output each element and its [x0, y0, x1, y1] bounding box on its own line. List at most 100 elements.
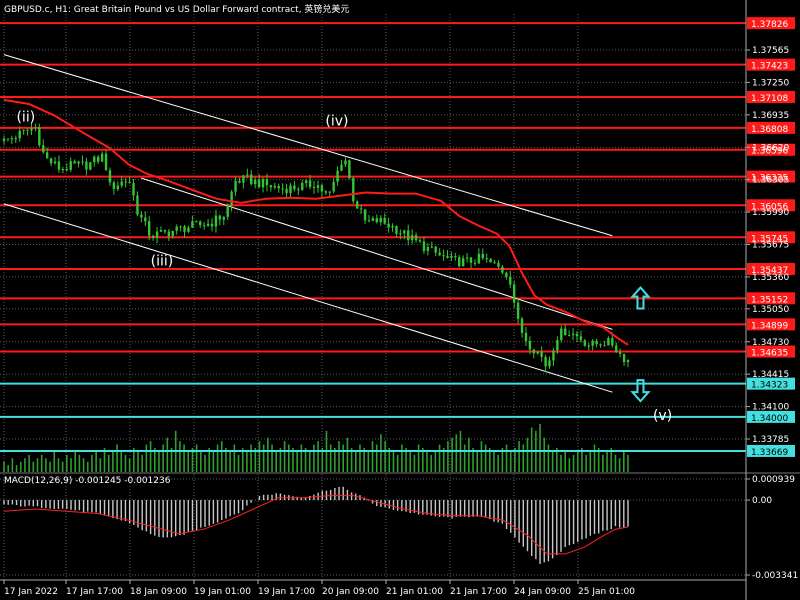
- candle-body: [112, 182, 116, 190]
- price-level-label: 1.35437: [751, 266, 788, 276]
- arrow-down-icon: [630, 379, 651, 403]
- candle-body: [293, 185, 296, 190]
- candle-body: [430, 246, 433, 248]
- price-level-label: 1.37826: [751, 20, 788, 30]
- annotation-layer: (ii) (iv) (iii) (v): [16, 110, 672, 424]
- price-level-label: 1.33669: [751, 448, 788, 458]
- candle-body: [316, 185, 320, 188]
- price-level-label: 1.36596: [751, 147, 788, 157]
- candle-body: [458, 257, 461, 267]
- candle-body: [269, 185, 273, 188]
- candle-body: [132, 182, 135, 196]
- x-tick-label: 17 Jan 17:00: [66, 587, 123, 597]
- candle-body: [403, 230, 406, 234]
- candle-body: [301, 182, 304, 190]
- candle-body: [407, 230, 410, 241]
- candle-body: [89, 162, 92, 170]
- candle-body: [395, 225, 398, 234]
- candle-body: [359, 208, 363, 210]
- candle-body: [383, 217, 386, 224]
- candle-body: [2, 138, 6, 142]
- candle-body: [328, 191, 331, 193]
- candle-body: [618, 352, 622, 354]
- candle-body: [53, 161, 57, 164]
- x-tick-label: 20 Jan 09:00: [322, 587, 379, 597]
- macd-y-tick-label: -0.003341: [752, 571, 798, 581]
- candle-body: [242, 175, 245, 183]
- x-tick-label: 21 Jan 17:00: [450, 587, 507, 597]
- candle-body: [450, 255, 453, 258]
- candle-body: [85, 161, 88, 170]
- macd-title: MACD(12,26,9) -0.001245 -0.001236: [4, 476, 171, 486]
- candle-body: [77, 161, 80, 164]
- candle-body: [155, 231, 159, 238]
- candle-body: [422, 241, 426, 251]
- candle-body: [434, 246, 437, 253]
- candle-body: [595, 340, 598, 345]
- candle-body: [567, 335, 571, 337]
- trend-channel: [3, 54, 613, 393]
- candle-body: [108, 170, 112, 183]
- candle-body: [497, 262, 500, 267]
- price-level-tag: [747, 444, 795, 457]
- candle-body: [238, 180, 241, 183]
- candle-body: [14, 138, 17, 140]
- channel-mid-line: [141, 177, 613, 330]
- candle-body: [26, 129, 29, 131]
- candle-body: [332, 181, 335, 192]
- candle-body: [532, 349, 536, 354]
- y-tick-label: 1.36305: [752, 176, 789, 186]
- candle-body: [308, 180, 312, 187]
- candle-body: [136, 195, 139, 215]
- candle-body: [289, 185, 292, 194]
- x-tick-label: 24 Jan 09:00: [514, 587, 571, 597]
- candle-body: [187, 227, 190, 232]
- candle-body: [202, 225, 206, 227]
- price-level-tag: [747, 231, 795, 244]
- candle-body: [356, 201, 359, 209]
- candle-body: [57, 161, 61, 170]
- candle-body: [477, 253, 481, 264]
- candle-body: [509, 276, 512, 285]
- candle-body: [10, 138, 14, 140]
- candle-body: [100, 153, 104, 162]
- price-level-tag: [747, 58, 795, 71]
- candle-body: [379, 217, 382, 223]
- candle-body: [234, 180, 237, 192]
- candle-body: [148, 221, 151, 236]
- wave-label: (v): [653, 408, 672, 424]
- price-level-label: 1.36335: [751, 174, 788, 184]
- candle-body: [171, 230, 174, 237]
- candle-body: [179, 226, 182, 228]
- price-level-tag: [747, 121, 795, 134]
- candle-body: [297, 189, 300, 191]
- candles-layer: [2, 122, 630, 373]
- price-level-label: 1.34899: [751, 321, 788, 331]
- wave-label: (ii): [16, 110, 35, 126]
- x-tick-label: 19 Jan 17:00: [258, 587, 315, 597]
- candle-body: [6, 138, 10, 140]
- candle-body: [607, 338, 610, 346]
- price-level-label: 1.35745: [751, 234, 788, 244]
- candle-body: [206, 223, 210, 226]
- y-tick-label: 1.34100: [752, 403, 789, 413]
- candle-body: [501, 266, 504, 273]
- candle-body: [446, 256, 449, 258]
- candle-body: [120, 181, 123, 186]
- candle-body: [615, 345, 618, 353]
- candle-body: [575, 333, 579, 337]
- candle-body: [49, 158, 53, 164]
- candle-body: [226, 205, 229, 217]
- price-level-tag: [747, 377, 795, 390]
- macd-y-tick-label: 0.000939: [752, 475, 795, 485]
- candle-body: [352, 178, 355, 202]
- candle-body: [81, 161, 84, 163]
- candle-body: [528, 341, 532, 350]
- candle-body: [418, 240, 422, 242]
- candle-body: [69, 161, 72, 170]
- candle-body: [285, 188, 288, 194]
- price-level-label: 1.34323: [751, 381, 788, 391]
- candle-body: [273, 186, 276, 188]
- price-level-label: 1.34635: [751, 349, 788, 359]
